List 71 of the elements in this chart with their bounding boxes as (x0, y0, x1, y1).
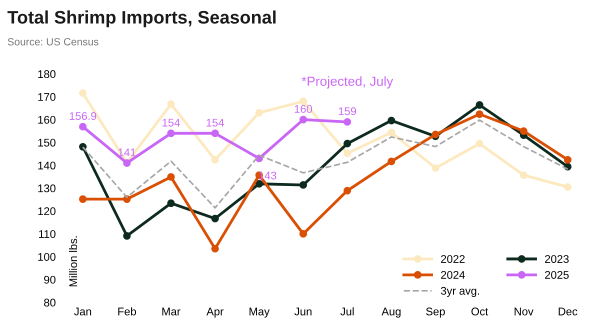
y-tick-label: 100 (38, 252, 56, 261)
x-tick-label: Jan (74, 308, 92, 316)
data-label: 141 (118, 148, 136, 156)
point (255, 108, 263, 117)
point (167, 130, 175, 138)
annotation: *Projected, July (302, 76, 394, 89)
data-label: 160 (294, 105, 312, 113)
x-tick-label: Feb (118, 307, 136, 316)
data-label: 156.9 (70, 112, 96, 120)
y-tick-label: 120 (38, 207, 56, 216)
point (167, 100, 175, 108)
chart-title: Total Shrimp Imports, Seasonal (8, 10, 276, 28)
point (211, 244, 219, 253)
point (299, 181, 308, 189)
point (476, 101, 484, 109)
point (299, 98, 308, 106)
y-axis-title: Million lbs. (68, 236, 78, 286)
point (167, 199, 175, 208)
y-tick-label: 140 (38, 162, 56, 170)
point (123, 232, 131, 240)
point (211, 214, 219, 222)
point (344, 150, 352, 158)
data-label: 159 (338, 107, 356, 116)
point (432, 164, 440, 172)
x-tick-label: Sep (426, 308, 445, 318)
point (388, 116, 396, 124)
point (211, 130, 219, 138)
point (388, 128, 396, 136)
data-label: 154 (206, 118, 224, 127)
point (79, 122, 87, 131)
legend-label: 2022 (441, 255, 465, 263)
legend-label: 2024 (441, 270, 465, 279)
point (299, 116, 308, 124)
y-tick-label: 180 (38, 70, 56, 78)
y-tick-label: 90 (44, 276, 56, 284)
x-tick-label: Dec (558, 308, 578, 316)
point (79, 89, 87, 97)
point (255, 180, 263, 188)
point (520, 171, 528, 179)
point (211, 156, 219, 164)
point (520, 127, 528, 135)
point (79, 195, 87, 203)
y-tick-label: 80 (44, 298, 56, 307)
y-tick-label: 150 (38, 138, 56, 147)
y-tick-label: 170 (38, 93, 56, 101)
point (344, 118, 352, 126)
point (344, 140, 352, 148)
point (388, 158, 396, 166)
legend-label: 2023 (545, 255, 569, 263)
y-tick-label: 130 (38, 184, 56, 192)
legend-label: 3yr avg. (440, 286, 480, 297)
x-tick-label: Nov (514, 308, 534, 316)
x-tick-label: Jun (294, 308, 312, 316)
data-label: 154 (162, 118, 180, 127)
chart-subtitle: Source: US Census (8, 38, 98, 46)
legend-label: 2025 (545, 270, 569, 279)
x-tick-label: May (250, 308, 270, 318)
y-tick-label: 160 (38, 116, 56, 124)
x-tick-label: Mar (162, 308, 180, 316)
point (344, 186, 352, 194)
x-tick-label: Jul (340, 307, 354, 316)
x-tick-label: Apr (206, 308, 224, 318)
point (167, 173, 175, 181)
point (564, 183, 572, 191)
point (299, 230, 308, 238)
point (476, 110, 484, 118)
point (564, 156, 572, 164)
x-tick-label: Aug (382, 308, 401, 318)
y-tick-label: 110 (39, 230, 56, 238)
point (476, 140, 484, 148)
x-tick-label: Oct (471, 308, 488, 316)
